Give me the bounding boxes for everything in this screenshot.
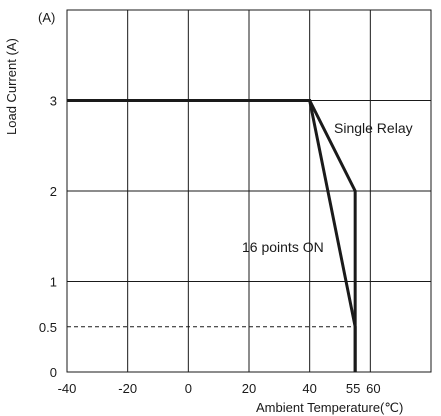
x-tick-label: 60 <box>366 381 380 396</box>
x-tick-labels: -40 -20 0 20 40 55 60 <box>58 381 381 396</box>
data-series <box>67 99 357 372</box>
y-tick-labels: 0 0.5 1 2 3 <box>39 94 57 381</box>
y-axis-label: Load Current (A) <box>4 38 19 135</box>
plot-frame <box>66 9 432 373</box>
series-line-16-points-on <box>67 99 357 372</box>
x-tick-label: -40 <box>58 381 77 396</box>
y-tick-label: 0.5 <box>39 320 57 335</box>
y-tick-label: 1 <box>50 275 57 290</box>
x-tick-label: 20 <box>242 381 256 396</box>
y-tick-label: 3 <box>50 94 57 109</box>
x-tick-label: -20 <box>118 381 137 396</box>
x-tick-label: 40 <box>302 381 316 396</box>
x-axis-label: Ambient Temperature(℃) <box>256 400 403 415</box>
x-tick-label: 0 <box>185 381 192 396</box>
series-label-16-points-on: 16 points ON <box>242 239 324 255</box>
x-tick-label: 55 <box>346 381 360 396</box>
series-label-single-relay: Single Relay <box>334 120 413 136</box>
y-axis-unit: (A) <box>38 10 55 25</box>
y-tick-label: 2 <box>50 184 57 199</box>
y-tick-label: 0 <box>50 365 57 380</box>
